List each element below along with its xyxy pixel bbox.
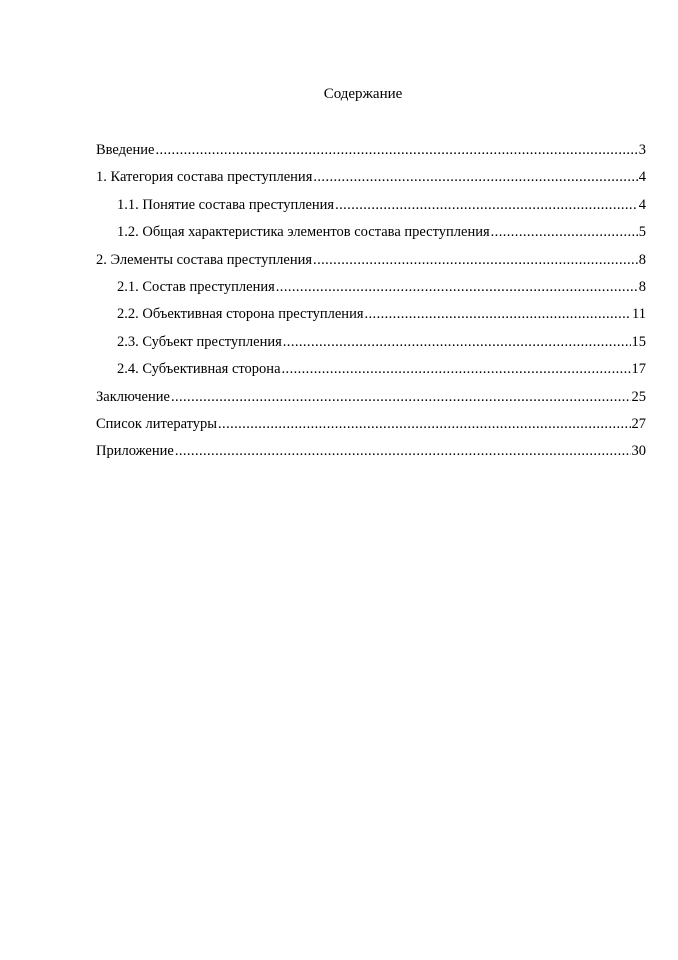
dot-leader [276, 277, 638, 297]
dot-leader [313, 250, 638, 270]
dot-leader [313, 167, 637, 187]
toc-entry[interactable]: Заключение 25 [96, 387, 646, 414]
dot-leader [335, 195, 638, 215]
toc-entry-page: 30 [631, 443, 647, 460]
toc-entry[interactable]: 2.1. Состав преступления 8 [96, 277, 646, 304]
toc-entry-page: 17 [631, 361, 647, 378]
toc-entry[interactable]: 1.1. Понятие состава преступления 4 [96, 195, 646, 222]
dot-leader [171, 387, 631, 407]
toc-entry-page: 3 [638, 142, 646, 158]
toc-entry-label: 1.1. Понятие состава преступления [117, 196, 335, 213]
dot-leader [218, 414, 630, 434]
toc-entry-page: 15 [631, 333, 647, 350]
toc-entry[interactable]: Введение 3 [96, 140, 646, 167]
toc-entry[interactable]: Список литературы 27 [96, 414, 646, 441]
toc-entry-page: 4 [638, 196, 646, 213]
dot-leader [283, 332, 631, 352]
toc-entry-page: 25 [631, 388, 647, 405]
toc-entry-label: 2. Элементы состава преступления [96, 251, 313, 268]
toc-entry-label: Заключение [96, 388, 170, 405]
toc-entry-label: Приложение [96, 443, 174, 460]
table-of-contents: Введение 3 1. Категория состава преступле… [96, 140, 646, 469]
toc-entry-page: 4 [638, 169, 646, 186]
toc-entry-page: 8 [638, 278, 646, 295]
toc-entry-label: 2.1. Состав преступления [117, 278, 275, 295]
dot-leader [155, 140, 637, 160]
dot-leader [175, 441, 631, 461]
toc-entry-page: 11 [632, 306, 646, 323]
dot-leader [491, 222, 638, 242]
toc-entry[interactable]: 2.4. Субъективная сторона 17 [96, 359, 646, 386]
toc-entry-page: 27 [631, 415, 647, 432]
toc-entry-label: Введение [96, 142, 155, 158]
toc-entry-label: Список литературы [96, 415, 218, 432]
toc-entry-label: 2.3. Субъект преступления [117, 333, 282, 350]
toc-entry[interactable]: 1. Категория состава преступления 4 [96, 167, 646, 194]
toc-entry-label: 2.2. Объективная сторона преступления [117, 306, 364, 323]
toc-entry[interactable]: 2.2. Объективная сторона преступления 11 [96, 304, 646, 331]
toc-entry[interactable]: 2. Элементы состава преступления 8 [96, 250, 646, 277]
toc-entry[interactable]: 2.3. Субъект преступления 15 [96, 332, 646, 359]
toc-entry-label: 1.2. Общая характеристика элементов сост… [117, 224, 490, 241]
dot-leader [282, 359, 631, 379]
toc-entry-page: 5 [638, 224, 646, 241]
toc-entry[interactable]: Приложение 30 [96, 441, 646, 468]
dot-leader [365, 304, 632, 324]
toc-entry[interactable]: 1.2. Общая характеристика элементов сост… [96, 222, 646, 249]
toc-entry-page: 8 [638, 251, 646, 268]
page-title: Содержание [323, 86, 403, 102]
toc-entry-label: 2.4. Субъективная сторона [117, 361, 281, 378]
toc-entry-label: 1. Категория состава преступления [96, 169, 313, 186]
